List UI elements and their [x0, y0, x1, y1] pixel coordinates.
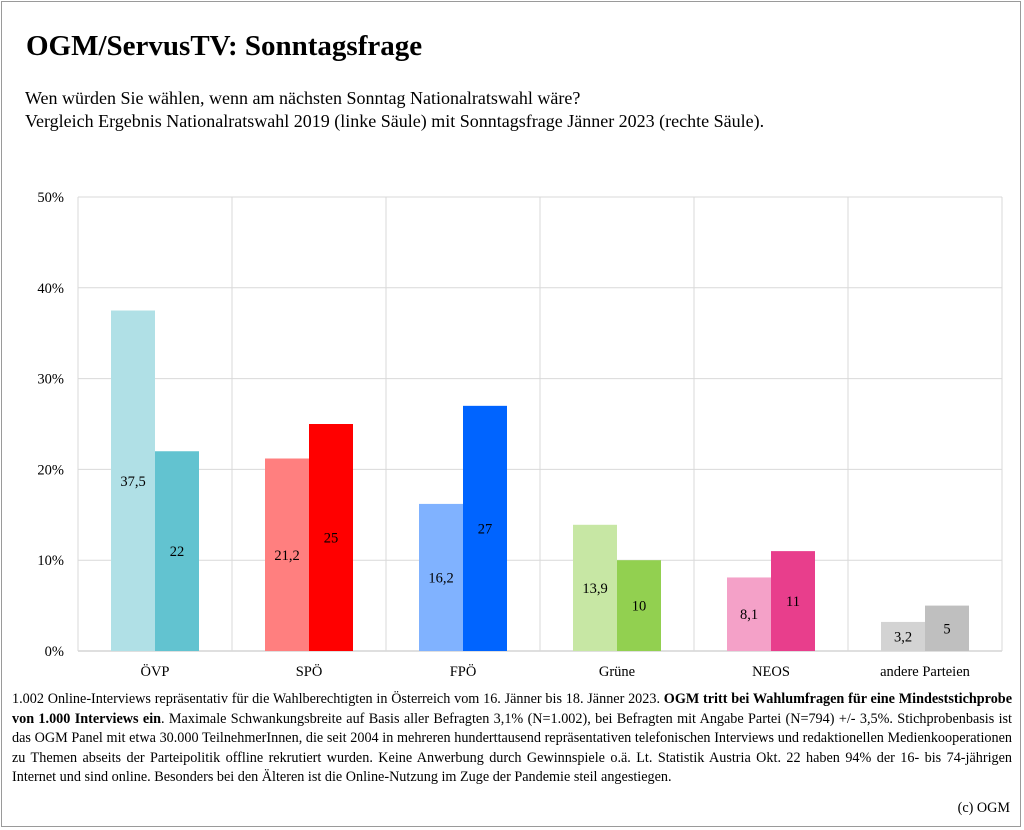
bar-wahl-2019: [573, 524, 617, 651]
subtitle-line-2: Vergleich Ergebnis Nationalratswahl 2019…: [25, 111, 765, 131]
bar-wahl-2019: [111, 310, 155, 651]
data-labels: 37,5 22 21,2 25 16,2 27 13,9 10 8,1 11 3,2 5: [120, 474, 950, 646]
bar-sonntagsfrage-2023: [463, 405, 507, 651]
copyright: (c) OGM: [957, 800, 1010, 816]
data-label: 11: [786, 594, 800, 610]
bar-chart: 0% 10% 20% 30% 40% 50% 37,5 22 21,2 25 16,2 27 13,9…: [37, 190, 1003, 680]
x-axis-category-labels: ÖVP SPÖ FPÖ Grüne NEOS andere Parteien: [140, 663, 970, 680]
bar-wahl-2019: [265, 458, 309, 651]
y-tick-label: 20%: [37, 462, 64, 478]
data-label: 8,1: [740, 607, 758, 623]
x-category-label: FPÖ: [450, 663, 477, 680]
methodology-note: 1.002 Online-Interviews repräsentativ fü…: [12, 690, 1012, 788]
x-category-label: SPÖ: [296, 663, 323, 680]
data-label: 21,2: [274, 548, 299, 564]
footer-text-2: . Maximale Schwankungsbreite auf Basis a…: [12, 710, 1012, 786]
bar-wahl-2019: [881, 621, 925, 651]
x-category-label: Grüne: [599, 664, 635, 680]
bar-wahl-2019: [419, 503, 463, 651]
x-category-label: NEOS: [752, 664, 790, 680]
y-tick-label: 10%: [37, 553, 64, 569]
chart-subtitle: Wen würden Sie wählen, wenn am nächsten …: [25, 87, 764, 133]
x-category-label: ÖVP: [140, 663, 169, 680]
chart-title: OGM/ServusTV: Sonntagsfrage: [26, 30, 423, 62]
data-label: 13,9: [582, 581, 607, 597]
data-label: 37,5: [120, 474, 145, 490]
bar-sonntagsfrage-2023: [309, 424, 353, 651]
y-axis-tick-labels: 0% 10% 20% 30% 40% 50%: [37, 190, 64, 660]
y-tick-label: 40%: [37, 281, 64, 297]
x-category-label: andere Parteien: [880, 664, 971, 680]
data-label: 10: [632, 599, 647, 615]
data-label: 22: [170, 544, 185, 560]
data-label: 27: [478, 521, 493, 537]
data-label: 3,2: [894, 629, 912, 645]
y-tick-label: 0%: [45, 644, 64, 660]
bars: [111, 310, 969, 651]
y-tick-label: 50%: [37, 190, 64, 206]
footer-text-1: 1.002 Online-Interviews repräsentativ fü…: [12, 691, 664, 707]
data-label: 5: [943, 621, 950, 637]
bar-sonntagsfrage-2023: [771, 551, 815, 651]
bar-sonntagsfrage-2023: [617, 560, 661, 651]
subtitle-line-1: Wen würden Sie wählen, wenn am nächsten …: [25, 88, 581, 108]
y-tick-label: 30%: [37, 372, 64, 388]
data-label: 16,2: [428, 570, 453, 586]
bar-sonntagsfrage-2023: [925, 605, 969, 651]
bar-wahl-2019: [727, 577, 771, 651]
gridlines: [77, 196, 1003, 652]
footer-bold-text: OGM tritt bei Wahlumfragen für eine Mind…: [12, 691, 1012, 727]
data-label: 25: [324, 531, 339, 547]
bar-sonntagsfrage-2023: [155, 451, 199, 651]
